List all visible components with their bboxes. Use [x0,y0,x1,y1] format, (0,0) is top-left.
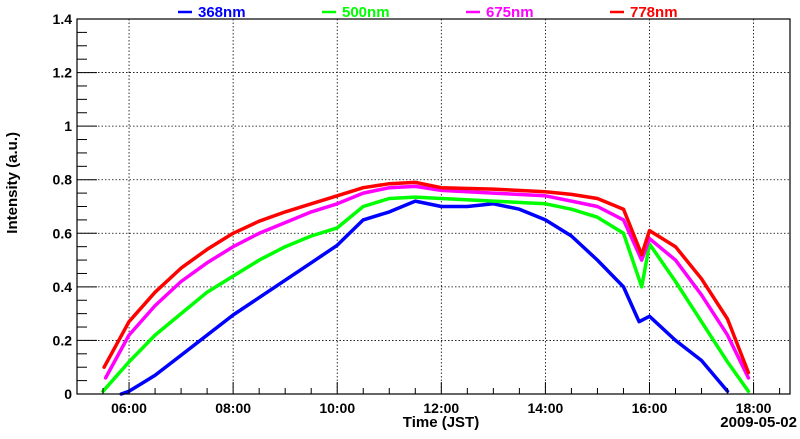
y-axis-label: Intensity (a.u.) [4,132,21,234]
x-tick-label: 14:00 [527,400,563,416]
y-tick-label: 0.4 [53,279,73,295]
legend-label: 500nm [342,4,390,21]
x-tick-label: 18:00 [736,400,772,416]
y-tick-label: 1.2 [53,65,73,81]
y-tick-label: 0.2 [53,332,73,348]
y-tick-label: 0.8 [53,172,73,188]
y-tick-label: 1 [64,118,72,134]
date-label: 2009-05-02 [720,414,797,431]
x-tick-label: 16:00 [632,400,668,416]
axis-ticks: 06:00 08:00 10:00 12:00 14:00 16:00 18:00 0 0.2 0… [53,11,781,416]
series-lines [101,180,751,396]
y-tick-label: 1.4 [53,11,73,27]
x-tick-label: 08:00 [215,400,251,416]
series-line-368nm [119,199,730,396]
series-line-778nm [102,180,751,375]
x-tick-label: 10:00 [319,400,355,416]
x-tick-label: 12:00 [423,400,459,416]
legend-label: 778nm [630,4,678,21]
x-tick-label: 06:00 [111,400,147,416]
x-axis-label: Time (JST) [403,414,479,431]
grid-lines [77,19,790,394]
y-tick-label: 0 [64,386,72,402]
legend: 368nm 500nm 675nm 778nm [178,4,678,21]
y-tick-label: 0.6 [53,225,73,241]
legend-label: 368nm [198,4,246,21]
series-line-675nm [103,184,751,380]
series-line-500nm [101,195,751,394]
legend-label: 675nm [486,4,534,21]
